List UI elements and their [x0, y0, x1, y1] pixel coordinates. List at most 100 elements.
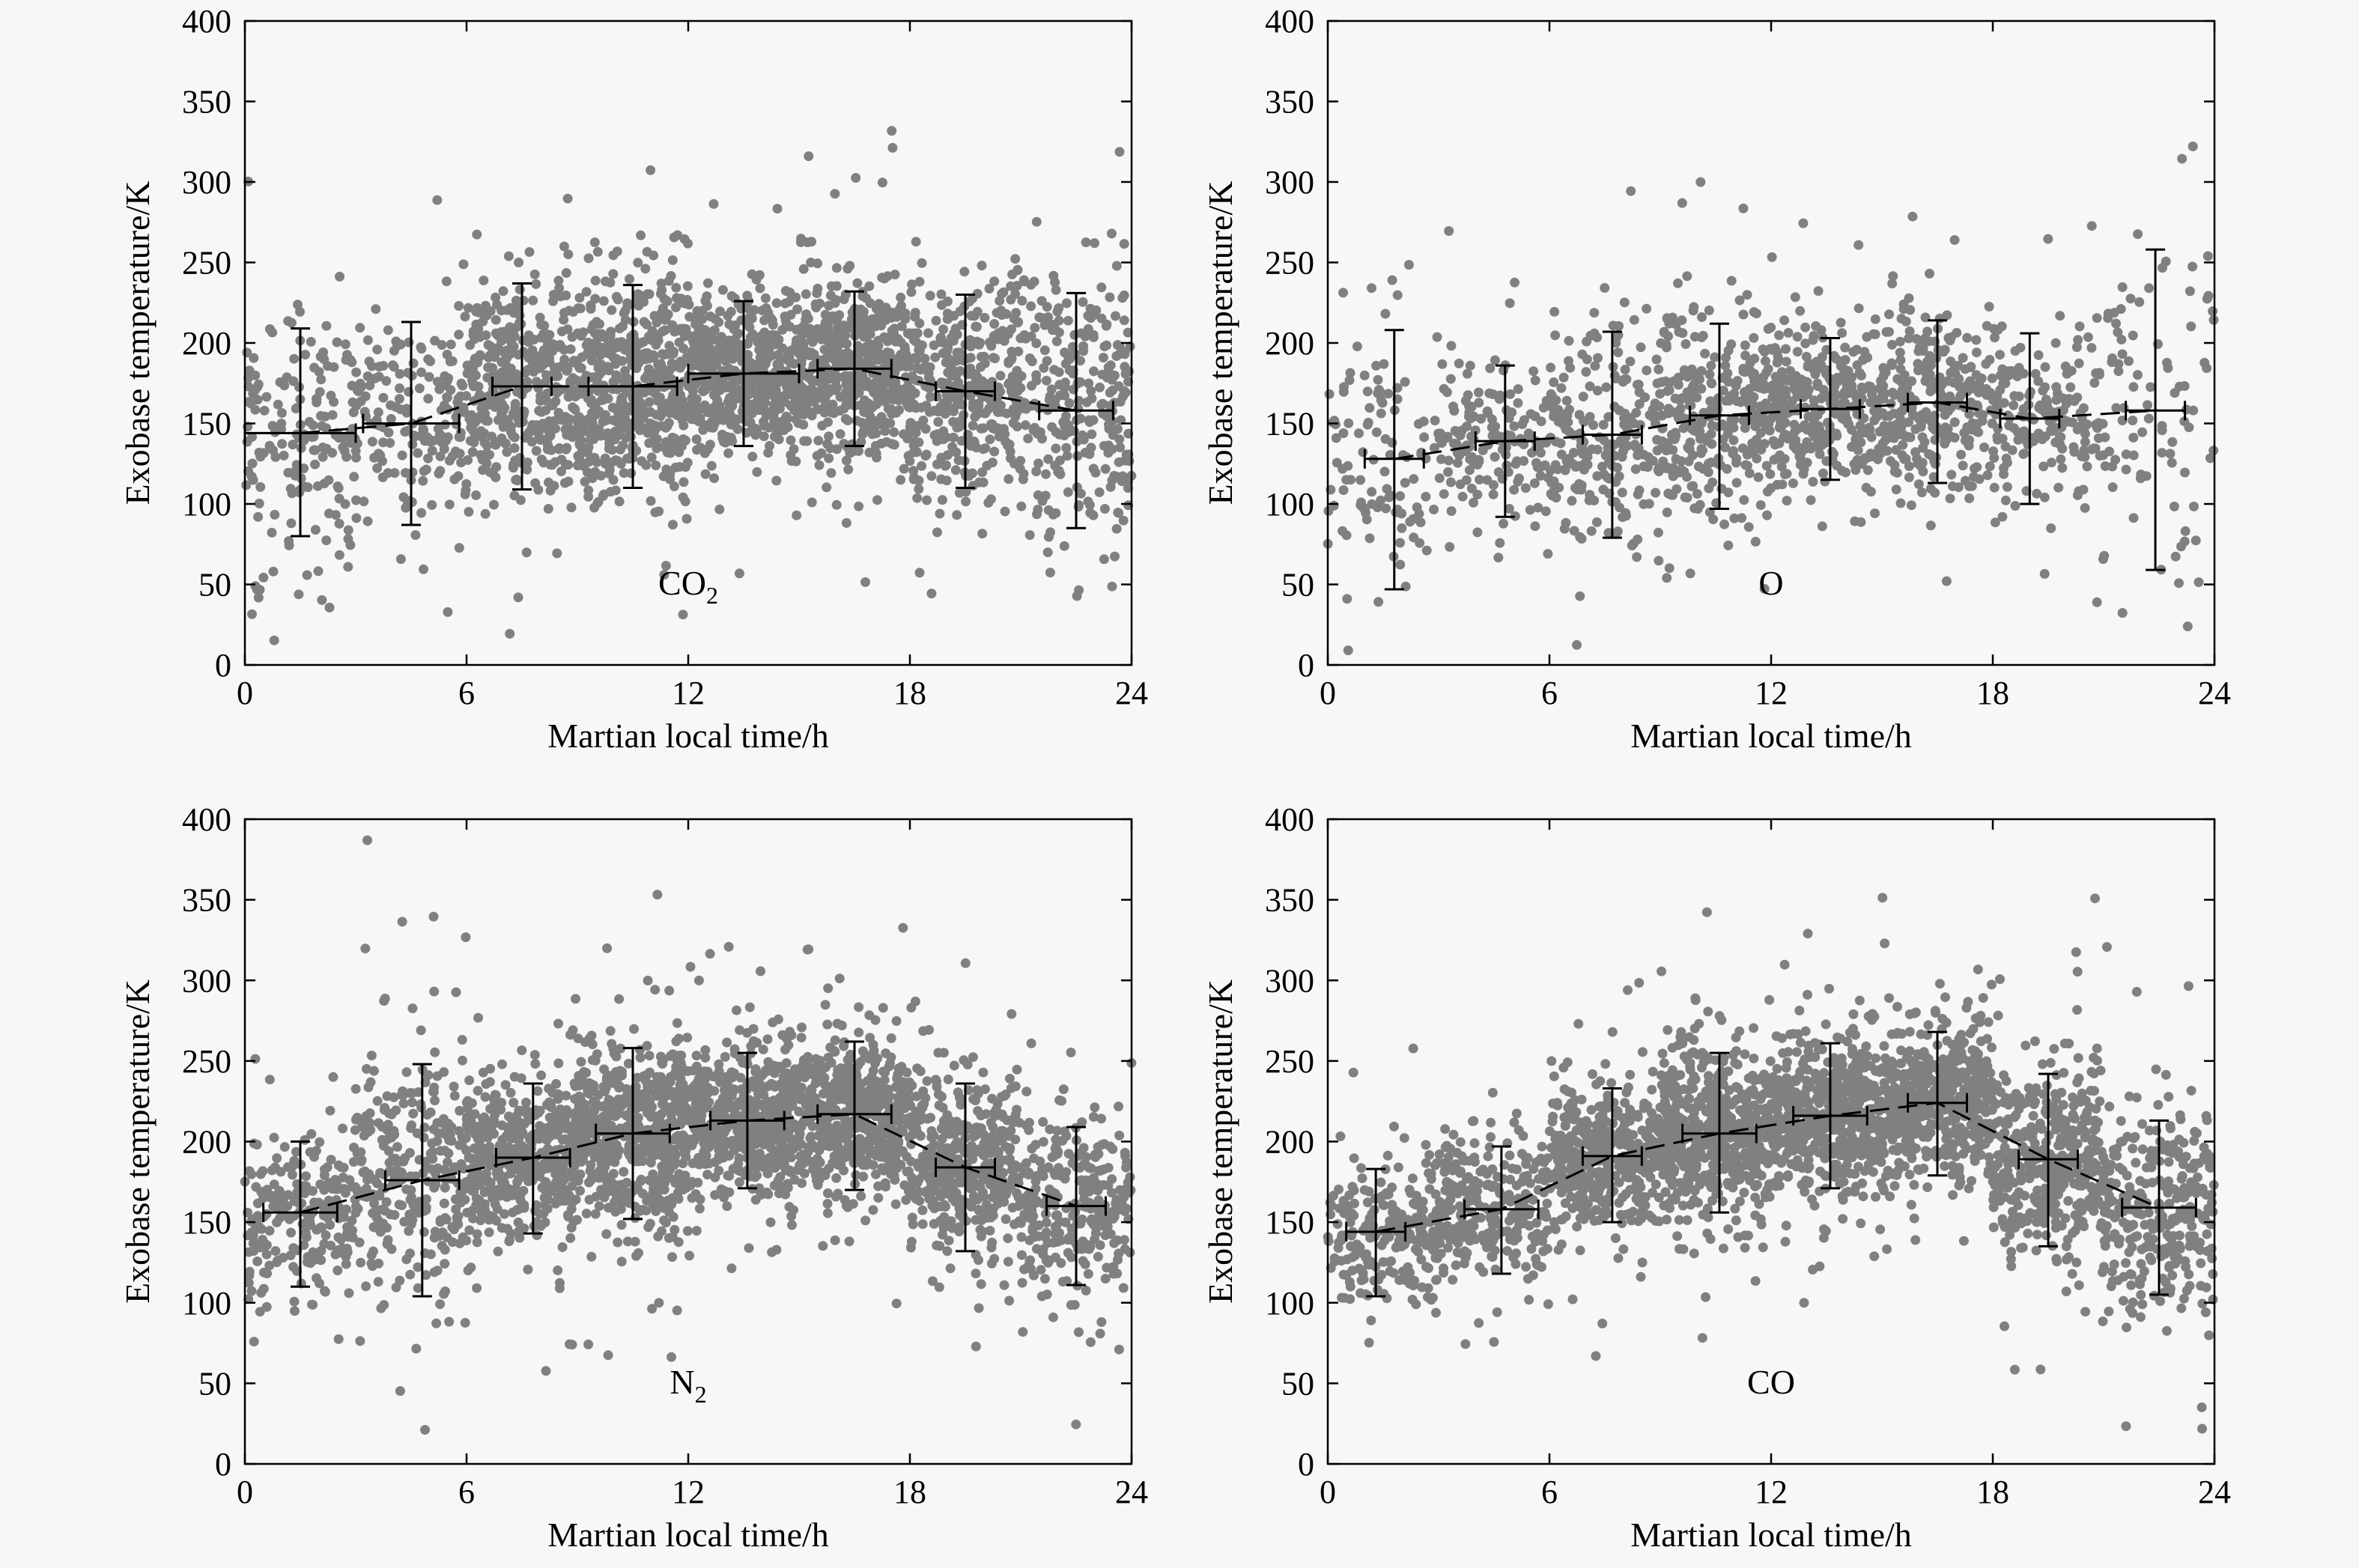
scatter-point — [1551, 493, 1561, 503]
scatter-point — [646, 452, 657, 463]
x-tick-label: 0 — [1320, 675, 1336, 711]
scatter-point — [760, 293, 771, 303]
scatter-point — [1706, 377, 1716, 388]
scatter-point — [770, 334, 780, 344]
y-tick-label: 200 — [182, 325, 231, 362]
scatter-point — [706, 461, 717, 471]
scatter-point — [374, 371, 384, 382]
scatter-point — [1026, 301, 1036, 312]
scatter-point — [613, 456, 623, 467]
scatter-point — [1891, 484, 1901, 495]
scatter-point — [708, 198, 719, 209]
scatter-point — [889, 377, 899, 387]
scatter-point — [1685, 568, 1695, 579]
y-tick-label: 0 — [1298, 647, 1314, 684]
scatter-point — [1364, 403, 1375, 413]
scatter-point — [1553, 404, 1564, 415]
scatter-point — [992, 308, 1002, 318]
scatter-point — [1094, 487, 1105, 497]
scatter-point — [1115, 397, 1126, 407]
scatter-point — [842, 416, 853, 425]
scatter-point — [2165, 449, 2176, 459]
scatter-point — [1700, 348, 1710, 359]
scatter-point — [1661, 463, 1672, 473]
scatter-point — [419, 564, 428, 574]
scatter-point — [1041, 469, 1051, 479]
scatter-point — [1111, 261, 1122, 271]
scatter-point — [1858, 426, 1868, 437]
scatter-point — [549, 481, 559, 491]
scatter-point — [889, 440, 899, 450]
scatter-point — [747, 329, 758, 339]
scatter-point — [340, 435, 350, 445]
scatter-point — [1798, 218, 1809, 228]
scatter-point — [367, 437, 377, 447]
scatter-point — [1367, 283, 1376, 294]
scatter-point — [1074, 585, 1084, 595]
scatter-point — [407, 440, 418, 449]
scatter-point — [655, 395, 665, 406]
scatter-point — [543, 504, 553, 514]
scatter-point — [1105, 292, 1115, 303]
scatter-point — [2056, 454, 2066, 464]
scatter-point — [1918, 467, 1928, 477]
scatter-point — [1782, 496, 1792, 506]
scatter-point — [743, 383, 753, 394]
scatter-point — [752, 467, 762, 477]
scatter-point — [1031, 370, 1042, 380]
scatter-point — [1854, 409, 1863, 419]
scatter-point — [1866, 383, 1876, 394]
scatter-point — [1772, 479, 1782, 490]
scatter-point — [264, 1226, 275, 1236]
scatter-point — [734, 339, 744, 350]
scatter-point — [2078, 403, 2089, 413]
scatter-point — [1442, 387, 1452, 398]
scatter-point — [509, 410, 520, 420]
scatter-point — [1575, 532, 1585, 542]
scatter-point — [1546, 362, 1556, 373]
scatter-point — [581, 287, 592, 297]
scatter-point — [286, 1227, 296, 1238]
scatter-point — [717, 285, 728, 295]
scatter-point — [249, 1138, 259, 1149]
scatter-point — [871, 352, 881, 362]
scatter-point — [2128, 330, 2138, 341]
scatter-point — [664, 276, 674, 286]
scatter-point — [1774, 330, 1784, 341]
scatter-point — [976, 423, 986, 434]
scatter-point — [389, 362, 399, 372]
scatter-point — [1633, 443, 1644, 454]
scatter-point — [600, 458, 610, 469]
scatter-point — [819, 407, 830, 418]
scatter-point — [1985, 461, 1995, 472]
scatter-point — [1446, 341, 1457, 351]
scatter-point — [356, 396, 366, 407]
scatter-point — [610, 485, 621, 496]
scatter-point — [1913, 458, 1923, 469]
scatter-point — [631, 398, 642, 409]
scatter-point — [922, 495, 932, 505]
scatter-point — [1865, 397, 1876, 407]
scatter-point — [1668, 445, 1678, 455]
scatter-point — [854, 501, 864, 511]
scatter-point — [678, 343, 688, 353]
scatter-point — [730, 320, 741, 330]
scatter-point — [258, 1166, 268, 1176]
scatter-point — [1886, 456, 1895, 467]
scatter-point — [1499, 518, 1508, 529]
scatter-point — [742, 354, 753, 365]
scatter-point — [878, 380, 889, 391]
scatter-point — [1674, 326, 1684, 337]
scatter-point — [1590, 361, 1600, 371]
scatter-point — [1999, 469, 2009, 479]
scatter-point — [1338, 386, 1349, 397]
scatter-point — [1530, 375, 1540, 386]
scatter-point — [1673, 380, 1684, 390]
scatter-point — [1662, 573, 1672, 583]
scatter-point — [1943, 376, 1953, 386]
scatter-point — [725, 392, 735, 403]
scatter-point — [932, 527, 942, 538]
scatter-point — [252, 1211, 263, 1221]
scatter-point — [1904, 333, 1914, 344]
scatter-point — [482, 440, 492, 451]
